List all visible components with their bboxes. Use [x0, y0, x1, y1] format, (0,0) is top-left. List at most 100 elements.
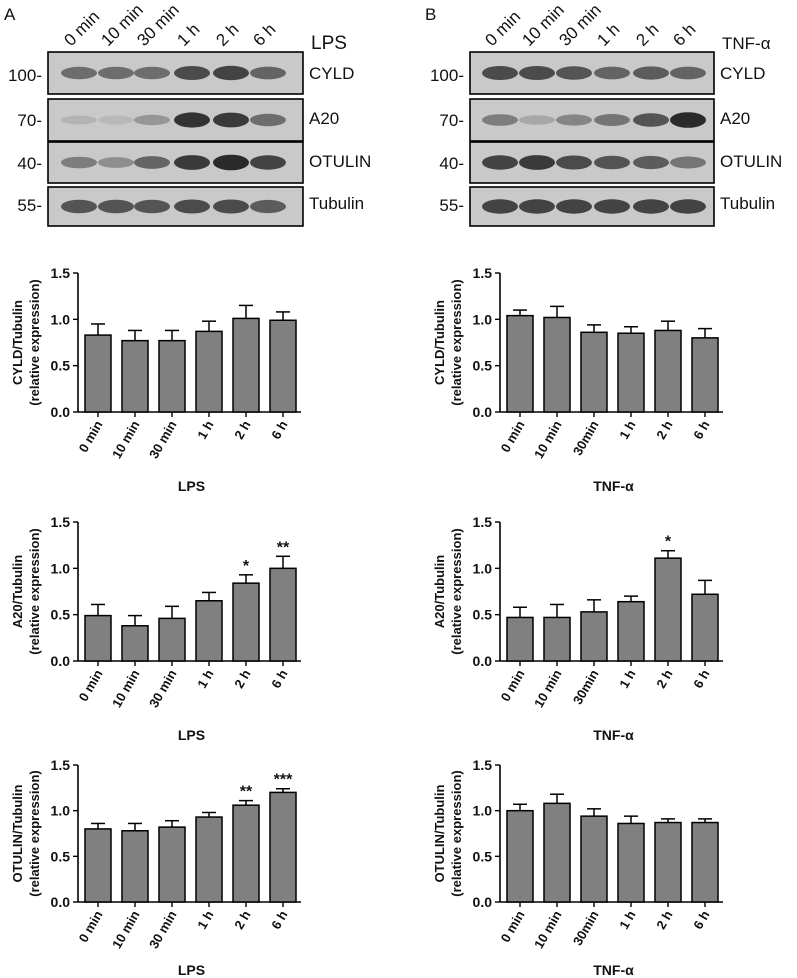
band	[594, 155, 630, 170]
x-tick-label: 30min	[570, 908, 602, 948]
x-tick-label: 10 min	[109, 908, 143, 951]
x-tick-label: 0 min	[76, 908, 106, 945]
mw-marker: 100-	[8, 66, 42, 85]
treatment-label: LPS	[311, 33, 347, 54]
band	[98, 199, 134, 214]
y-tick-label: 0.0	[51, 653, 71, 669]
y-tick-label: 1.5	[51, 757, 71, 773]
x-axis-label: LPS	[178, 478, 205, 494]
chart-a20-tnf: 0.0 0.5 1.0 1.5 A20/Tubulin (relative express…	[432, 514, 723, 743]
bar	[232, 582, 260, 662]
panel-a: A LPS 0 min 10 min 30 min 1 h 2 h 6 h 10…	[4, 0, 371, 227]
y-tick-label: 1.0	[51, 803, 71, 819]
band	[482, 114, 518, 126]
band	[213, 199, 249, 214]
band	[250, 155, 286, 170]
bar	[84, 334, 112, 413]
significance-marker: ***	[274, 772, 293, 789]
bar	[232, 317, 260, 413]
bar	[195, 330, 223, 413]
band	[594, 114, 630, 126]
band	[519, 199, 555, 214]
y-tick-label: 1.0	[51, 560, 71, 576]
y-tick-label: 0.0	[51, 404, 71, 420]
band	[519, 155, 555, 170]
lane-label: 0 min	[481, 7, 524, 50]
blot-strip: 40- OTULIN	[439, 141, 782, 184]
band	[134, 66, 170, 80]
x-tick-label: 2 h	[653, 908, 675, 932]
y-axis-label: CYLD/Tubulin	[432, 300, 447, 385]
mw-marker: 40-	[17, 154, 42, 173]
bar	[121, 830, 149, 903]
y-tick-label: 1.0	[473, 803, 493, 819]
x-tick-label: 2 h	[653, 418, 675, 442]
y-tick-label: 0.0	[473, 894, 493, 910]
band	[250, 199, 286, 214]
bar	[158, 339, 186, 413]
y-axis-label: A20/Tubulin	[10, 555, 25, 628]
treatment-label: TNF-α	[722, 34, 771, 53]
bar	[121, 625, 149, 662]
y-tick-label: 1.0	[473, 311, 493, 327]
x-tick-label: 0 min	[76, 418, 106, 455]
x-tick-label: 10 min	[531, 667, 565, 710]
band	[61, 156, 97, 169]
band	[98, 157, 134, 168]
band	[61, 115, 97, 125]
x-axis-label: LPS	[178, 727, 205, 743]
x-tick-label: 0 min	[498, 418, 528, 455]
y-tick-label: 0.5	[51, 607, 71, 623]
bar	[543, 616, 571, 662]
band	[134, 199, 170, 214]
x-tick-label: 0 min	[498, 667, 528, 704]
protein-label: A20	[720, 109, 750, 128]
band	[174, 66, 210, 80]
band	[134, 156, 170, 169]
x-tick-label: 1 h	[616, 908, 638, 932]
band	[633, 66, 669, 80]
y-axis-label: OTULIN/Tubulin	[10, 784, 25, 882]
mw-marker: 55-	[439, 196, 464, 215]
band	[519, 115, 555, 125]
y-axis-label: A20/Tubulin	[432, 555, 447, 628]
bar	[654, 329, 682, 413]
y-tick-label: 1.5	[51, 514, 71, 530]
band	[670, 156, 706, 169]
band	[61, 66, 97, 80]
x-tick-label: 2 h	[231, 667, 253, 691]
band	[633, 155, 669, 170]
mw-marker: 70-	[439, 111, 464, 130]
band	[633, 113, 669, 127]
bar	[617, 600, 645, 662]
mw-marker: 40-	[439, 154, 464, 173]
y-tick-label: 1.5	[473, 265, 493, 281]
band	[134, 114, 170, 126]
bar	[84, 828, 112, 903]
blot-strip: 100- CYLD	[8, 51, 354, 95]
panel-b: B TNF-α 0 min 10 min 30 min 1 h 2 h 6 h …	[425, 0, 782, 227]
y-tick-label: 0.5	[473, 848, 493, 864]
x-tick-label: 6 h	[268, 418, 290, 442]
chart-a20-lps: 0.0 0.5 1.0 1.5 A20/Tubulin (relative express…	[10, 514, 301, 743]
lane-label: 6 h	[669, 20, 699, 50]
x-tick-label: 10 min	[109, 418, 143, 461]
x-tick-label: 30min	[570, 667, 602, 707]
chart-cyld-lps: 0.0 0.5 1.0 1.5 CYLD/Tubulin (relative expres…	[10, 265, 301, 494]
y-tick-label: 0.5	[51, 848, 71, 864]
mw-marker: 100-	[430, 66, 464, 85]
x-tick-label: 1 h	[194, 667, 216, 691]
blot-strip: 55- Tubulin	[17, 186, 364, 227]
bar	[543, 802, 571, 903]
band	[556, 66, 592, 80]
y-tick-label: 0.0	[473, 404, 493, 420]
band	[594, 199, 630, 214]
chart-otulin-lps: 0.0 0.5 1.0 1.5 OTULIN/Tubulin (relative expr…	[10, 757, 301, 978]
significance-marker: *	[665, 534, 672, 551]
protein-label: CYLD	[720, 64, 765, 83]
band	[98, 66, 134, 80]
y-tick-label: 1.0	[473, 560, 493, 576]
bar	[654, 557, 682, 662]
x-axis-label: LPS	[178, 962, 205, 978]
y-tick-label: 0.0	[473, 653, 493, 669]
